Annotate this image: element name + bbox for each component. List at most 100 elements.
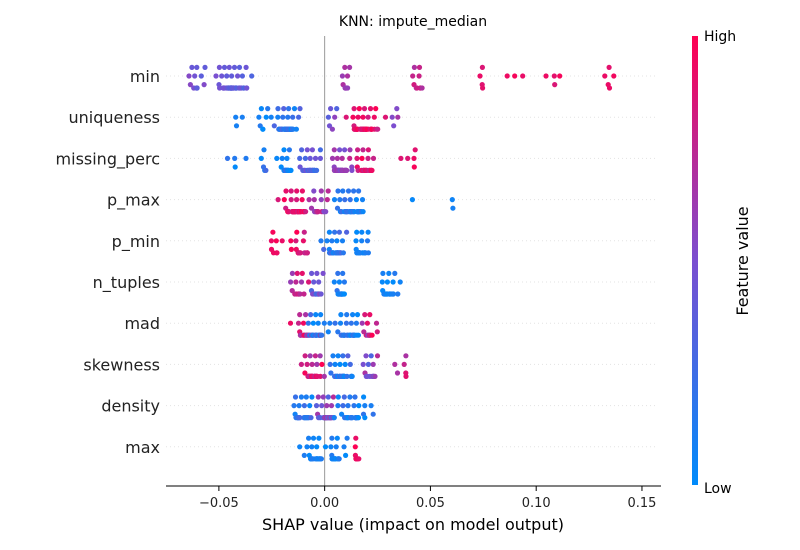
shap-point <box>299 197 305 203</box>
shap-point <box>316 435 322 441</box>
shap-point <box>416 64 423 70</box>
shap-point <box>303 394 309 400</box>
shap-point <box>307 403 313 409</box>
shap-point <box>314 270 320 276</box>
shap-point <box>231 64 238 70</box>
shap-point <box>368 353 374 359</box>
shap-point <box>244 85 250 91</box>
shap-point <box>297 312 303 318</box>
shap-point <box>260 126 266 132</box>
shap-point <box>315 394 321 400</box>
shap-point <box>312 155 319 161</box>
shap-point <box>311 188 317 194</box>
shap-point <box>320 394 326 400</box>
feature-label: skewness <box>83 355 160 374</box>
shap-point <box>330 394 336 400</box>
shap-point <box>342 361 348 367</box>
chart-title: KNN: impute_median <box>339 14 487 30</box>
shap-point <box>314 444 320 450</box>
shap-point <box>450 205 456 211</box>
shap-point <box>347 361 353 367</box>
shap-point <box>327 320 333 326</box>
shap-point <box>335 353 341 359</box>
shap-point <box>297 291 303 297</box>
shap-point <box>328 106 334 112</box>
shap-point <box>319 403 325 409</box>
shap-point <box>324 197 330 203</box>
shap-point <box>391 123 397 129</box>
shap-point <box>279 155 285 161</box>
shap-point <box>300 238 306 244</box>
x-tick-label: 0.15 <box>627 496 656 511</box>
shap-point <box>309 270 315 276</box>
shap-point <box>318 197 324 203</box>
shap-point <box>611 73 617 79</box>
shap-point <box>318 238 324 244</box>
shap-point <box>364 238 371 244</box>
shap-point <box>338 312 344 318</box>
shap-point <box>239 114 245 120</box>
shap-point <box>380 270 386 276</box>
shap-point <box>365 229 371 235</box>
shap-point <box>340 270 346 276</box>
shap-point <box>392 361 398 367</box>
shap-point <box>389 114 395 120</box>
shap-point <box>344 73 351 79</box>
shap-point <box>301 403 307 409</box>
shap-point <box>351 106 357 112</box>
shap-point <box>354 312 361 318</box>
shap-point <box>299 188 305 194</box>
shap-point <box>306 197 312 203</box>
shap-point <box>365 155 371 161</box>
shap-point <box>362 415 368 421</box>
shap-point <box>263 114 269 120</box>
x-axis: −0.05 0.00 0.05 0.10 0.15 SHAP value (impact… <box>166 485 661 534</box>
shap-point <box>342 147 348 153</box>
shap-point <box>365 361 371 367</box>
shap-point <box>362 312 368 318</box>
shap-point <box>359 229 365 235</box>
shap-point <box>307 155 313 161</box>
shap-point <box>368 403 374 409</box>
shap-point <box>288 167 294 173</box>
shap-point <box>258 155 264 161</box>
shap-point <box>297 250 303 256</box>
shap-point <box>309 394 315 400</box>
shap-point <box>355 415 362 421</box>
shap-point <box>520 73 526 79</box>
shap-point <box>294 270 300 276</box>
shap-point <box>356 188 362 194</box>
colorbar-low-label: Low <box>704 481 732 497</box>
shap-point <box>327 361 333 367</box>
shap-point <box>334 155 340 161</box>
shap-point <box>233 114 239 120</box>
shap-point <box>328 444 334 450</box>
shap-point <box>410 73 416 79</box>
shap-point <box>318 291 324 297</box>
shap-point <box>301 452 307 458</box>
shap-point <box>336 456 342 462</box>
shap-point <box>411 64 417 70</box>
shap-point <box>351 188 357 194</box>
shap-point <box>281 147 287 153</box>
shap-point <box>356 456 362 462</box>
shap-point <box>392 270 398 276</box>
shap-point <box>243 155 249 161</box>
shap-point <box>294 188 300 194</box>
shap-point <box>342 197 348 203</box>
shap-point <box>288 197 294 203</box>
shap-point <box>344 373 350 379</box>
shap-point <box>354 155 360 161</box>
shap-point <box>293 126 299 132</box>
shap-point <box>331 197 338 203</box>
shap-point <box>343 320 349 326</box>
shap-point <box>303 209 309 215</box>
shap-point <box>353 238 359 244</box>
shap-point <box>337 197 343 203</box>
shap-point <box>298 361 304 367</box>
shap-point <box>347 155 353 161</box>
shap-point <box>401 361 407 367</box>
shap-point <box>323 209 329 215</box>
shap-point <box>372 373 378 379</box>
